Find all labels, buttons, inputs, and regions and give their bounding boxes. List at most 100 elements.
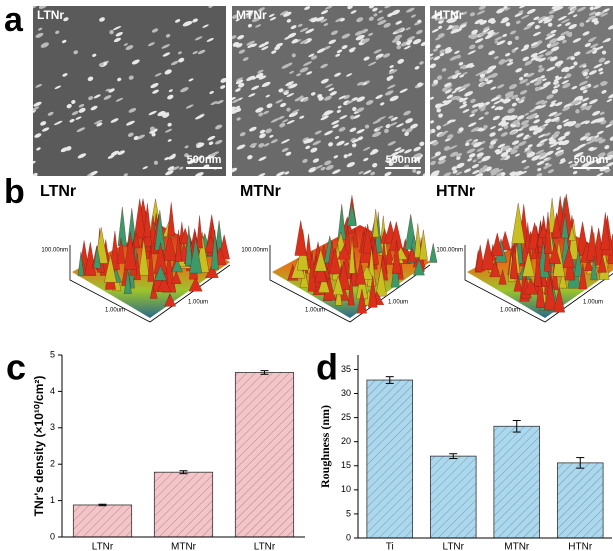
peak: [104, 254, 117, 283]
grain: [542, 78, 547, 82]
grain: [526, 152, 536, 158]
grain: [112, 25, 122, 31]
grain: [249, 142, 257, 148]
grain: [454, 70, 460, 74]
grain: [599, 71, 604, 75]
grain: [536, 160, 545, 166]
grain: [148, 110, 157, 116]
panel-label: b: [4, 173, 25, 211]
image-label: MTNr: [236, 8, 267, 22]
grain: [588, 146, 594, 151]
axis-frame: [269, 245, 431, 323]
surface-label: MTNr: [240, 183, 281, 200]
grain: [36, 147, 41, 151]
grain: [258, 156, 267, 161]
grain: [386, 76, 391, 81]
grain: [478, 77, 486, 82]
grain: [87, 76, 94, 82]
grain: [523, 25, 532, 30]
grain: [332, 169, 341, 175]
bar: [556, 462, 604, 539]
peak: [196, 215, 203, 249]
grain: [372, 162, 378, 168]
grain: [598, 138, 606, 144]
peak: [123, 231, 137, 270]
grain: [479, 82, 488, 87]
grain: [33, 6, 37, 9]
grain: [496, 8, 505, 14]
grain: [65, 146, 72, 151]
peak: [491, 232, 504, 256]
grain: [304, 6, 311, 11]
grain: [66, 103, 72, 109]
grain: [341, 33, 351, 39]
grain: [467, 50, 476, 55]
grain: [567, 10, 575, 15]
peak: [117, 206, 127, 247]
grain: [187, 159, 197, 165]
grain: [77, 153, 87, 159]
grain: [488, 50, 495, 56]
grain: [503, 98, 512, 104]
peak: [337, 260, 351, 290]
grain: [334, 72, 342, 77]
grain: [544, 132, 551, 137]
grain: [579, 120, 588, 125]
peak: [167, 202, 176, 237]
grain: [543, 18, 553, 24]
grain: [593, 84, 600, 89]
grain: [446, 119, 454, 124]
grain: [40, 121, 47, 126]
grain: [520, 96, 526, 100]
grain: [582, 64, 587, 68]
peak: [548, 198, 557, 233]
z-axis-label: 100.00nm: [41, 248, 68, 254]
grain: [510, 148, 515, 153]
grain: [339, 17, 345, 22]
grain: [594, 137, 603, 142]
grain: [38, 27, 43, 31]
grain: [474, 19, 483, 25]
grain: [303, 61, 313, 67]
grain: [376, 125, 384, 130]
grain: [468, 122, 477, 127]
x-tick-label: LTNr: [443, 542, 465, 551]
grain: [308, 167, 317, 173]
grain: [127, 132, 134, 137]
grain: [165, 128, 173, 133]
grain: [436, 108, 442, 113]
peak: [568, 225, 576, 241]
grain: [502, 145, 511, 151]
grain: [378, 10, 383, 14]
grain: [526, 72, 535, 78]
afm-surface: HTNr 100.00nm 1.00um 1.00um: [436, 183, 613, 323]
grain: [372, 119, 381, 124]
grain: [554, 149, 564, 155]
grain: [320, 63, 328, 69]
grain: [279, 122, 286, 128]
grain: [328, 87, 335, 92]
grain: [410, 123, 418, 129]
grain: [236, 144, 246, 150]
grain: [478, 116, 484, 120]
axis-frame: [69, 245, 231, 323]
grain: [236, 117, 241, 121]
peak: [600, 212, 611, 250]
grain: [284, 171, 290, 175]
grain: [470, 98, 476, 104]
grain: [575, 109, 580, 114]
grain: [551, 6, 560, 10]
panel-label: a: [4, 1, 24, 39]
grain: [546, 66, 556, 72]
grain: [375, 94, 383, 100]
grain: [265, 94, 270, 98]
grain: [587, 15, 597, 21]
peak: [371, 238, 379, 265]
grain: [396, 40, 402, 46]
y-axis-label: 1.00um: [388, 300, 408, 306]
grain: [300, 39, 308, 45]
grain: [291, 38, 299, 44]
z-axis-label: 100.00nm: [241, 248, 268, 254]
grain: [164, 157, 170, 161]
grain: [239, 132, 246, 137]
